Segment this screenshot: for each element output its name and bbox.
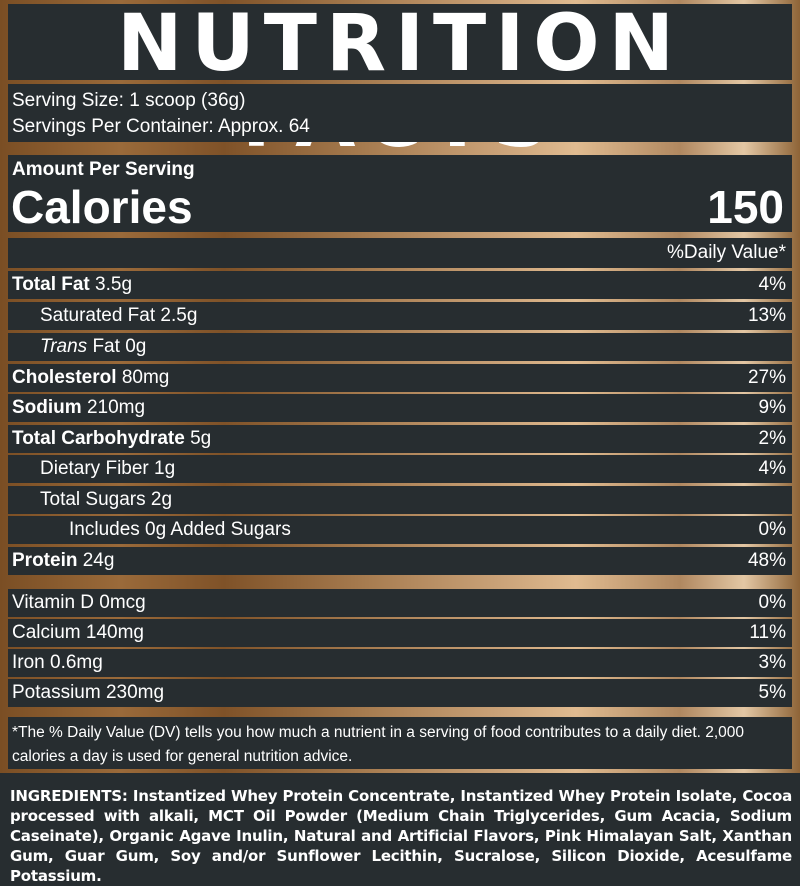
nutrient-name: Includes 0g Added Sugars: [69, 519, 291, 540]
nutrient-row-cholesterol: Cholesterol 80mg 27%: [8, 364, 792, 392]
nutrient-dv: 13%: [747, 305, 786, 326]
nutrient-name: Total Carbohydrate: [12, 428, 185, 449]
vitamin-dv: 3%: [758, 652, 786, 673]
nutrient-dv: 4%: [758, 274, 786, 295]
vitamin-row-calcium: Calcium 140mg 11%: [8, 619, 792, 647]
vitamin-row-iron: Iron 0.6mg 3%: [8, 649, 792, 677]
serving-size: Serving Size: 1 scoop (36g): [12, 90, 246, 111]
nutrient-amount: 5g: [190, 428, 212, 449]
vitamin-name: Iron 0.6mg: [12, 652, 103, 673]
nutrient-name: Protein: [12, 550, 78, 571]
nutrient-row-saturated-fat: Saturated Fat 2.5g 13%: [8, 302, 792, 330]
nutrient-amount: 3.5g: [95, 274, 133, 295]
nutrient-name: Total Sugars: [40, 489, 146, 510]
nutrient-row-dietary-fiber: Dietary Fiber 1g 4%: [8, 455, 792, 483]
nutrient-name: Sodium: [12, 397, 82, 418]
nutrient-amount: 80mg: [121, 367, 170, 388]
nutrient-name: Cholesterol: [12, 367, 117, 388]
nutrient-row-total-sugars: Total Sugars 2g: [8, 486, 792, 514]
vitamin-dv: 5%: [758, 682, 786, 703]
nutrient-dv: 48%: [747, 550, 786, 571]
vitamin-row-vitamin-d: Vitamin D 0mcg 0%: [8, 589, 792, 617]
nutrient-dv: 2%: [758, 428, 786, 449]
nutrient-amount: 24g: [82, 550, 115, 571]
nutrient-name: Dietary Fiber: [40, 458, 149, 479]
daily-value-header: %Daily Value*: [667, 242, 786, 263]
daily-value-footnote: *The % Daily Value (DV) tells you how mu…: [12, 724, 745, 765]
vitamin-dv: 0%: [758, 592, 786, 613]
daily-value-header-row: %Daily Value*: [8, 238, 792, 268]
nutrient-dv: 0%: [758, 519, 786, 540]
nutrient-row-total-carbohydrate: Total Carbohydrate 5g 2%: [8, 425, 792, 453]
vitamin-dv: 11%: [749, 622, 786, 643]
vitamin-name: Vitamin D 0mcg: [12, 592, 146, 613]
nutrient-name: Saturated Fat: [40, 305, 156, 326]
calories-label: Calories: [11, 181, 193, 233]
nutrient-name-italic: Trans: [40, 336, 88, 357]
serving-info: Serving Size: 1 scoop (36g) Servings Per…: [8, 84, 792, 142]
nutrient-row-total-fat: Total Fat 3.5g 4%: [8, 271, 792, 299]
nutrient-amount: 210mg: [86, 397, 146, 418]
nutrient-row-added-sugars: Includes 0g Added Sugars 0%: [8, 516, 792, 544]
nutrient-dv: 9%: [758, 397, 786, 418]
nutrient-amount: 1g: [154, 458, 176, 479]
footnote-panel: *The % Daily Value (DV) tells you how mu…: [8, 717, 792, 769]
nutrient-name: Total Fat: [12, 274, 90, 295]
servings-per-container: Servings Per Container: Approx. 64: [12, 116, 310, 137]
nutrient-amount: 0g: [125, 336, 147, 357]
vitamin-name: Potassium 230mg: [12, 682, 165, 703]
nutrient-row-sodium: Sodium 210mg 9%: [8, 394, 792, 422]
nutrient-name: Fat: [92, 336, 120, 357]
ingredients-text: INGREDIENTS: Instantized Whey Protein Co…: [10, 787, 792, 885]
nutrient-row-trans-fat: Trans Fat 0g: [8, 333, 792, 361]
nutrient-amount: 2g: [150, 489, 173, 510]
vitamin-row-potassium: Potassium 230mg 5%: [8, 679, 792, 707]
calories-panel: Amount Per Serving Calories 150: [8, 155, 792, 233]
nutrient-amount: 2.5g: [160, 305, 198, 326]
amount-per-serving-label: Amount Per Serving: [12, 159, 195, 180]
title-panel: NUTRITION FACTS: [8, 4, 792, 159]
vitamin-name: Calcium 140mg: [12, 622, 144, 643]
nutrient-dv: 27%: [747, 367, 786, 388]
nutrient-row-protein: Protein 24g 48%: [8, 547, 792, 575]
calories-value: 150: [707, 181, 784, 233]
nutrient-dv: 4%: [758, 458, 786, 479]
